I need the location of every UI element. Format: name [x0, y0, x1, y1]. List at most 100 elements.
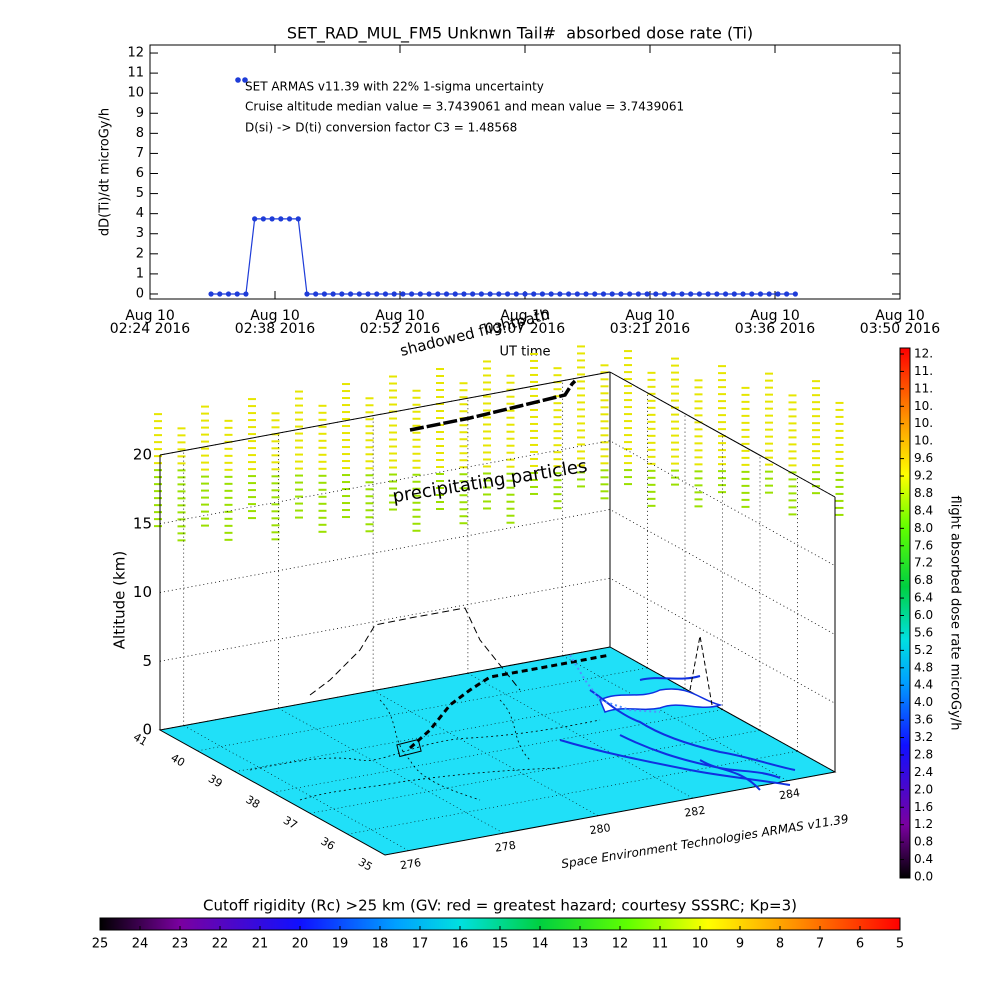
y-tick-label: 7 — [136, 146, 144, 161]
grid-line — [159, 440, 836, 567]
data-point — [478, 291, 484, 297]
x-axis-label: UT time — [500, 345, 551, 360]
x-tick-label: 03:07 2016 — [485, 321, 566, 337]
x-tick-label: Aug 10 — [875, 308, 925, 324]
chart-title: SET_RAD_MUL_FM5 Unknwn Tail# absorbed do… — [287, 24, 753, 44]
data-point — [504, 291, 511, 297]
data-point — [435, 291, 441, 297]
y-tick-label: 12 — [127, 46, 144, 61]
data-point — [635, 291, 641, 297]
x-tick-label: 278 — [494, 839, 517, 855]
grid-line — [309, 730, 761, 814]
x-tick-label: 284 — [778, 786, 801, 802]
annotation: D(si) -> D(ti) conversion factor C3 = 1.… — [245, 121, 517, 135]
data-point — [522, 291, 528, 297]
z-tick-label: 0 — [142, 721, 152, 739]
colorbar-tick-label: 15 — [492, 937, 509, 952]
data-point — [269, 216, 275, 222]
colorbar-tick-label: 10 — [692, 937, 709, 952]
data-point — [347, 291, 354, 297]
data-point — [705, 291, 711, 297]
data-point — [740, 291, 746, 297]
colorbar-tick-label: 6 — [856, 937, 864, 952]
data-point — [217, 291, 223, 297]
grid-line — [197, 667, 648, 752]
z-tick-label: 5 — [142, 652, 152, 670]
y-tick-label: 39 — [206, 772, 225, 790]
data-point — [731, 291, 737, 297]
colorbar-label: flight absorbed dose rate microGy/h — [948, 496, 963, 731]
flightpath-ground — [408, 653, 611, 750]
x-tick-label: 03:50 2016 — [860, 321, 941, 337]
dose-colorbar: flight absorbed dose rate microGy/h 0.0 0… — [899, 347, 963, 884]
colorbar-tick-label: 2.0 — [914, 782, 933, 796]
y-axis-label: dD(Ti)/dt microGy/h — [98, 108, 113, 236]
data-point — [775, 291, 781, 297]
colorbar-tick-label: 6.0 — [914, 608, 933, 622]
data-point — [513, 291, 519, 297]
colorbar-tick-label: 11. — [914, 364, 933, 378]
grid-line — [467, 672, 694, 799]
grid-line — [562, 655, 788, 781]
colorbar-tick-label: 2.8 — [914, 747, 933, 761]
data-point — [548, 291, 554, 297]
data-point — [400, 291, 406, 297]
grid-line — [159, 371, 836, 498]
data-point — [679, 291, 685, 297]
airport-box — [396, 738, 422, 758]
data-point — [531, 291, 537, 297]
flightpath — [409, 379, 577, 432]
colorbar-tick-label: 9.2 — [914, 469, 933, 483]
data-point — [374, 291, 380, 297]
colorbar-tick-label: 9 — [736, 937, 744, 952]
x-tick-label: 03:36 2016 — [735, 321, 816, 337]
grid-line — [234, 688, 686, 772]
y-tick-label: 10 — [127, 86, 144, 101]
colorbar-tick-label: 21 — [252, 937, 269, 952]
legend-marker — [235, 77, 241, 83]
data-point — [208, 291, 214, 297]
colorbar-tick-label: 0.0 — [914, 870, 933, 884]
colorbar-tick-label: 4.8 — [914, 660, 933, 674]
data-point — [592, 291, 598, 297]
data-point — [339, 291, 345, 297]
x-tick-label: Aug 10 — [125, 308, 175, 324]
y-tick-label: 40 — [168, 751, 187, 769]
legend-marker — [242, 77, 248, 83]
data-point — [417, 291, 423, 297]
colorbar-tick-label: 7 — [816, 937, 824, 952]
x-tick-label: Aug 10 — [250, 308, 300, 324]
colorbar-tick-label: 2.4 — [914, 765, 933, 779]
scene-walls — [154, 345, 844, 773]
x-tick-label: 02:24 2016 — [110, 321, 191, 337]
colorbar-tick-label: 25 — [92, 937, 109, 952]
data-point — [627, 291, 633, 297]
colorbar-tick-label: 11 — [652, 937, 669, 952]
colorbar-tick-label: 10. — [914, 416, 933, 430]
data-point — [722, 291, 729, 297]
data-point — [566, 291, 572, 297]
colorbar-tick-label: 11. — [914, 381, 933, 395]
data-point — [304, 291, 310, 297]
annotation: SET ARMAS v11.39 with 22% 1-sigma uncert… — [245, 80, 544, 94]
data-point — [461, 291, 467, 297]
colorbar-tick-label: 20 — [292, 937, 309, 952]
colorbar-tick-label: 7.2 — [914, 556, 933, 570]
colorbar-tick-label: 14 — [532, 937, 549, 952]
colorbar-tick-label: 0.4 — [914, 852, 933, 866]
data-point — [661, 291, 668, 297]
data-point — [574, 291, 580, 297]
data-point — [382, 291, 389, 297]
y-tick-label: 6 — [136, 166, 144, 181]
colorbar-tick-label: 3.6 — [914, 713, 933, 727]
rigidity-colorbar: Cutoff rigidity (Rc) >25 km (GV: red = g… — [92, 897, 904, 952]
state-border — [249, 699, 601, 801]
colorbar-tick-label: 17 — [412, 937, 429, 952]
data-point — [487, 291, 493, 297]
y-tick-label: 5 — [136, 186, 144, 201]
data-point — [286, 216, 293, 222]
x-tick-label: Aug 10 — [375, 308, 425, 324]
colorbar-tick-label: 0.8 — [914, 835, 933, 849]
flight-profile — [689, 635, 713, 706]
y-tick-label: 11 — [127, 66, 144, 81]
